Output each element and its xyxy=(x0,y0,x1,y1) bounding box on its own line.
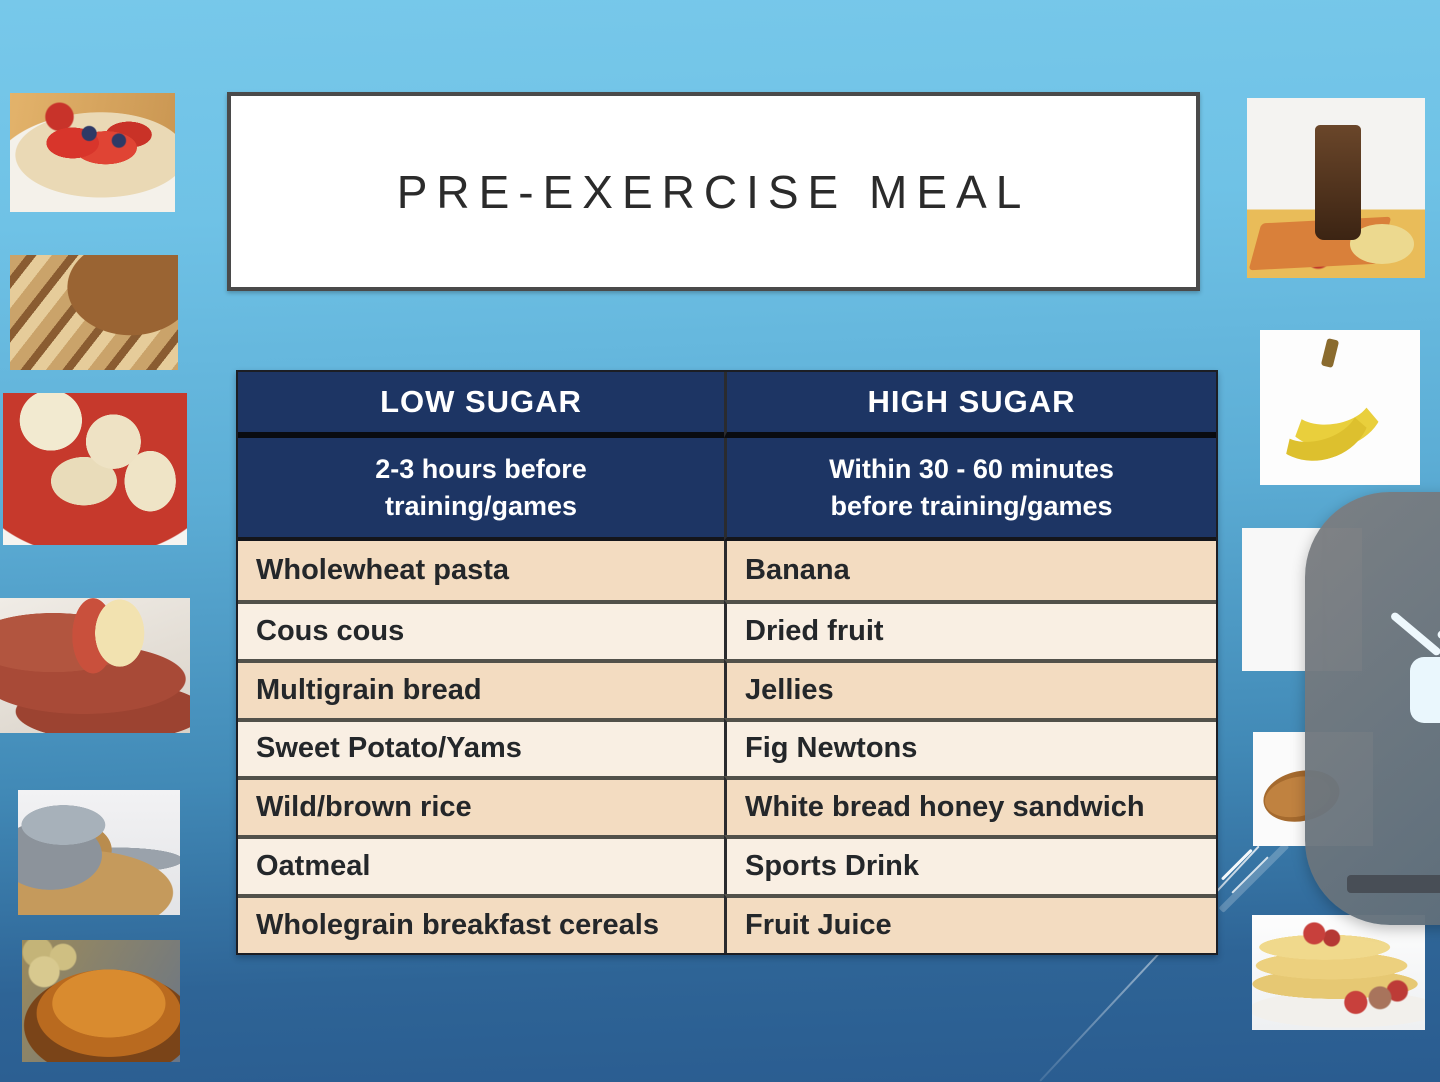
table-cell-high: Dried fruit xyxy=(724,599,1216,659)
photo-pancakes-with-raspberries xyxy=(1252,915,1425,1030)
photo-bananas xyxy=(1260,330,1420,485)
photo-sliced-wholegrain-bread xyxy=(10,255,178,370)
photo-chocolate-milkshake xyxy=(1247,98,1425,278)
table-cell-low: Multigrain bread xyxy=(238,658,724,718)
table-cell-low: Wholewheat pasta xyxy=(238,541,724,600)
subheader-line: before training/games xyxy=(830,490,1113,521)
table-cell-high: Fruit Juice xyxy=(724,894,1216,953)
shake-glass-shape xyxy=(1314,125,1361,241)
photo-porridge-with-berries xyxy=(10,93,175,212)
screen-mirroring-tv-icon xyxy=(1389,610,1440,657)
subheader-line: 2-3 hours before xyxy=(375,454,587,485)
table-cell-low: Sweet Potato/Yams xyxy=(238,717,724,777)
table-cell-low: Wholegrain breakfast cereals xyxy=(238,894,724,953)
table-cell-high: Sports Drink xyxy=(724,835,1216,895)
subheader-line: training/games xyxy=(384,490,578,521)
subheader-line: Within 30 - 60 minutes xyxy=(829,454,1114,485)
column-subheader-high-sugar: Within 30 - 60 minutes before training/g… xyxy=(724,438,1216,541)
slide-title-box: PRE-EXERCISE MEAL xyxy=(227,92,1200,291)
table-cell-low: Oatmeal xyxy=(238,835,724,895)
table-cell-low: Cous cous xyxy=(238,599,724,659)
photo-pasta-with-tomato-sauce xyxy=(3,393,187,545)
photo-sweet-potatoes xyxy=(0,598,190,733)
page-title: PRE-EXERCISE MEAL xyxy=(396,165,1031,218)
table-cell-high: Jellies xyxy=(724,658,1216,718)
photo-wholegrain-jar-spill xyxy=(18,790,180,915)
screen-mirroring-tv-icon xyxy=(1435,596,1440,641)
screen-mirroring-tv-icon xyxy=(1410,657,1440,723)
photo-peanut-butter-toast xyxy=(22,940,180,1062)
table-cell-low: Wild/brown rice xyxy=(238,776,724,836)
column-header-low-sugar: LOW SUGAR xyxy=(238,372,724,438)
column-header-high-sugar: HIGH SUGAR xyxy=(724,372,1216,438)
screen-mirroring-overlay[interactable] xyxy=(1305,492,1440,925)
overlay-progress-bar xyxy=(1347,875,1440,893)
table-cell-high: White bread honey sandwich xyxy=(724,776,1216,836)
banana-shape xyxy=(1350,224,1415,264)
table-cell-high: Fig Newtons xyxy=(724,717,1216,777)
pre-exercise-meal-table: LOW SUGAR HIGH SUGAR 2-3 hours before tr… xyxy=(236,370,1218,955)
column-subheader-low-sugar: 2-3 hours before training/games xyxy=(238,438,724,541)
table-cell-high: Banana xyxy=(724,541,1216,600)
